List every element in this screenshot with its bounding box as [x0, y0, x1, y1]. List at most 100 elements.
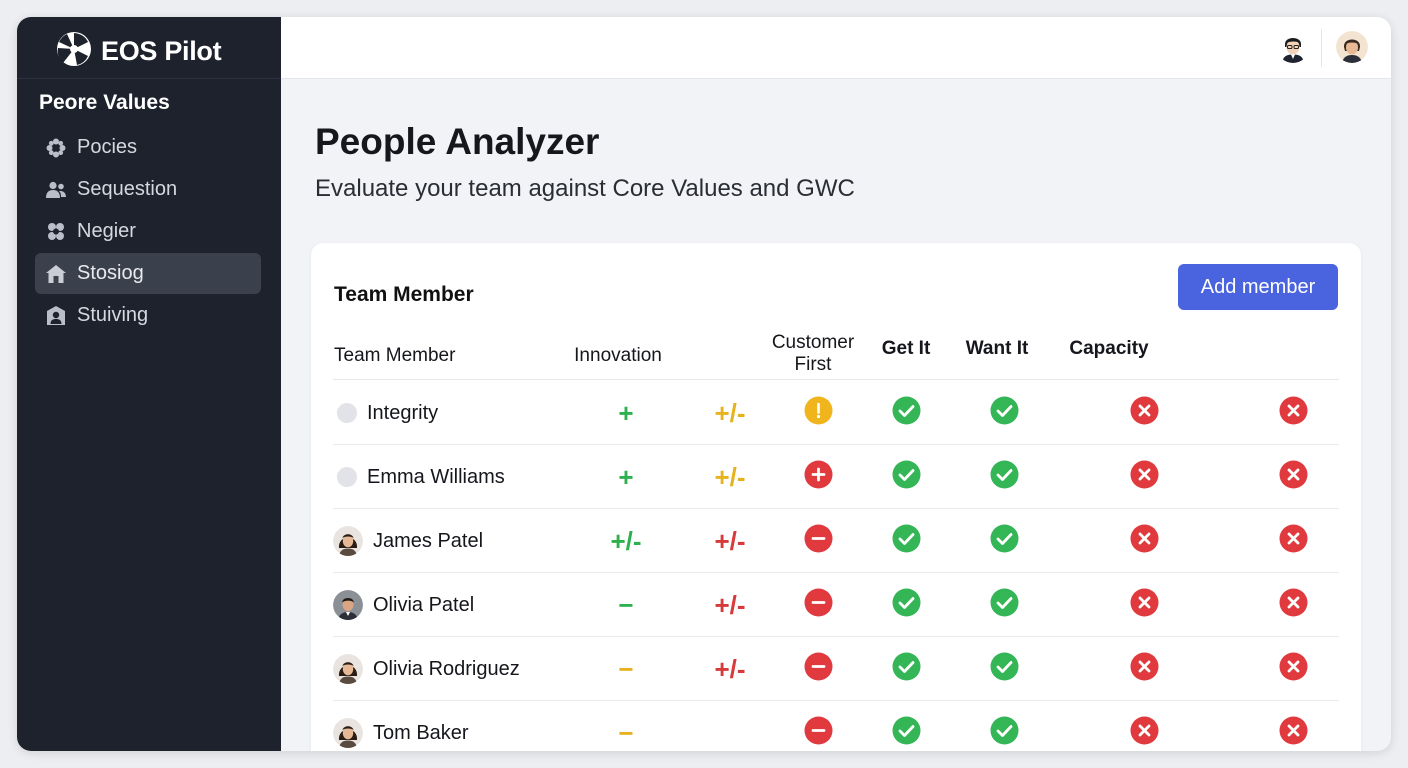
page-title: People Analyzer — [315, 121, 600, 162]
column-header-customer-first: Customer First — [758, 332, 868, 376]
sidebar-item-negier[interactable]: Negier — [35, 211, 261, 252]
sidebar-item-label: Sequestion — [77, 178, 178, 200]
sidebar-item-stuiving[interactable]: Stuiving — [35, 295, 261, 336]
rating-cell-want-it[interactable] — [964, 445, 1044, 509]
app-name: EOS Pilot — [101, 35, 222, 66]
member-name: Olivia Rodriguez — [373, 657, 520, 680]
people-icon — [45, 179, 67, 201]
check-circle-icon — [990, 396, 1019, 430]
check-circle-icon — [990, 460, 1019, 494]
column-header-capacity: Capacity — [1069, 338, 1149, 359]
sidebar-section-title: Peore Values — [39, 91, 170, 114]
rating-cell-customer-first[interactable] — [778, 573, 858, 637]
rating-cell-innovation[interactable]: − — [586, 701, 666, 751]
table-row[interactable]: Olivia Patel − +/- — [333, 573, 1339, 637]
rating-cell-secondary[interactable]: +/- — [690, 381, 770, 445]
people-analyzer-card: Team Member Add member Team Member Innov… — [311, 243, 1361, 751]
card-title: Team Member — [334, 283, 474, 306]
check-circle-icon — [892, 716, 921, 750]
sidebar-item-label: Stuiving — [77, 304, 149, 326]
table-row[interactable]: Olivia Rodriguez − +/- — [333, 637, 1339, 701]
check-circle-icon — [892, 524, 921, 558]
sidebar-item-label: Stosiog — [77, 262, 144, 284]
member-cell: Tom Baker — [333, 701, 469, 751]
rating-cell-capacity[interactable] — [1104, 509, 1184, 573]
rating-cell-secondary[interactable]: +/- — [690, 573, 770, 637]
rating-cell-get-it[interactable] — [866, 509, 946, 573]
rating-cell-innovation[interactable]: + — [586, 381, 666, 445]
app-logo[interactable]: EOS Pilot — [55, 30, 222, 73]
rating-cell-want-it[interactable] — [964, 509, 1044, 573]
sidebar: EOS Pilot Peore Values Pocies — [17, 17, 281, 751]
rating-value: + — [618, 397, 634, 428]
sidebar-item-sequestion[interactable]: Sequestion — [35, 169, 261, 210]
rating-cell-secondary[interactable]: +/- — [690, 509, 770, 573]
rating-cell-capacity[interactable] — [1104, 701, 1184, 751]
table-row[interactable]: Tom Baker − — [333, 701, 1339, 751]
add-member-button[interactable]: Add member — [1178, 264, 1338, 310]
x-circle-icon — [1279, 524, 1308, 558]
rating-cell-extra[interactable] — [1253, 637, 1333, 701]
rating-value: + — [618, 461, 634, 492]
rating-cell-capacity[interactable] — [1104, 381, 1184, 445]
table-row[interactable]: James Patel +/- +/- — [333, 509, 1339, 573]
rating-value: +/- — [714, 589, 746, 620]
rating-cell-customer-first[interactable] — [778, 445, 858, 509]
column-header-innovation: Innovation — [574, 345, 662, 366]
x-circle-icon — [1130, 652, 1159, 686]
rating-cell-innovation[interactable]: + — [586, 445, 666, 509]
rating-cell-get-it[interactable] — [866, 445, 946, 509]
sidebar-nav: Pocies Sequestion Negier — [35, 127, 261, 337]
rating-cell-capacity[interactable] — [1104, 637, 1184, 701]
rating-cell-want-it[interactable] — [964, 381, 1044, 445]
flower-icon — [45, 137, 67, 159]
rating-cell-want-it[interactable] — [964, 701, 1044, 751]
x-circle-icon — [1279, 396, 1308, 430]
rating-cell-secondary[interactable]: +/- — [690, 637, 770, 701]
profile-avatar[interactable] — [1336, 31, 1368, 63]
rating-cell-secondary[interactable] — [690, 701, 770, 751]
rating-cell-capacity[interactable] — [1104, 445, 1184, 509]
rating-cell-innovation[interactable]: − — [586, 637, 666, 701]
rating-cell-get-it[interactable] — [866, 637, 946, 701]
logo-icon — [55, 30, 93, 73]
rating-cell-get-it[interactable] — [866, 573, 946, 637]
rating-cell-innovation[interactable]: − — [586, 573, 666, 637]
rating-cell-extra[interactable] — [1253, 701, 1333, 751]
member-avatar — [333, 526, 363, 556]
table-row[interactable]: Integrity + +/- — [333, 381, 1339, 445]
rating-cell-want-it[interactable] — [964, 573, 1044, 637]
rating-value: +/- — [714, 525, 746, 556]
rating-cell-customer-first[interactable] — [778, 701, 858, 751]
rating-cell-extra[interactable] — [1253, 573, 1333, 637]
user-avatar[interactable] — [1277, 31, 1309, 63]
main-content: People Analyzer Evaluate your team again… — [281, 17, 1391, 751]
column-header-get-it: Get It — [881, 338, 931, 359]
top-bar-separator — [1321, 29, 1322, 67]
rating-cell-get-it[interactable] — [866, 701, 946, 751]
rating-cell-extra[interactable] — [1253, 381, 1333, 445]
check-circle-icon — [892, 588, 921, 622]
x-circle-icon — [1130, 588, 1159, 622]
sidebar-item-stosiog[interactable]: Stosiog — [35, 253, 261, 294]
column-header-team-member: Team Member — [334, 345, 456, 366]
member-name: Integrity — [367, 401, 439, 424]
rating-cell-customer-first[interactable] — [778, 637, 858, 701]
rating-cell-capacity[interactable] — [1104, 573, 1184, 637]
rating-cell-secondary[interactable]: +/- — [690, 445, 770, 509]
rating-cell-want-it[interactable] — [964, 637, 1044, 701]
member-avatar — [333, 654, 363, 684]
x-circle-icon — [1130, 460, 1159, 494]
table-row[interactable]: Emma Williams + +/- — [333, 445, 1339, 509]
column-header-customer-first-line2: First — [794, 354, 832, 375]
rating-cell-innovation[interactable]: +/- — [586, 509, 666, 573]
sidebar-item-pocies[interactable]: Pocies — [35, 127, 261, 168]
rating-cell-extra[interactable] — [1253, 445, 1333, 509]
member-avatar — [333, 590, 363, 620]
rating-cell-customer-first[interactable] — [778, 381, 858, 445]
rating-cell-extra[interactable] — [1253, 509, 1333, 573]
rating-value: +/- — [610, 525, 642, 556]
rating-cell-get-it[interactable] — [866, 381, 946, 445]
x-circle-icon — [1279, 460, 1308, 494]
rating-cell-customer-first[interactable] — [778, 509, 858, 573]
